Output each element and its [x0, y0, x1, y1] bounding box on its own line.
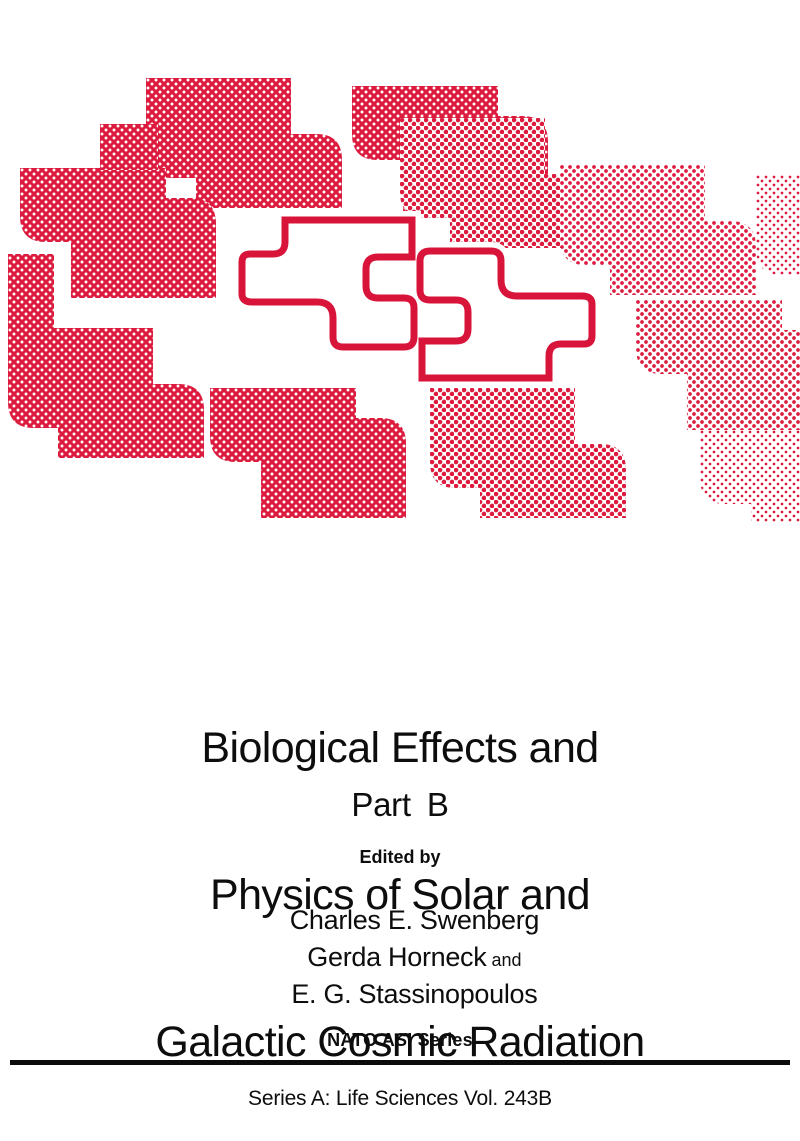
editor-name-3: E. G. Stassinopoulos: [0, 948, 800, 1041]
series-name: NATO ASI Series: [327, 1030, 473, 1050]
editor-2-text: Gerda Horneck: [307, 942, 487, 972]
cover-artwork-puzzle-pattern: [8, 60, 800, 522]
editor-1-text: Charles E. Swenberg: [289, 905, 540, 935]
title-line-3: Galactic Cosmic Radiation: [155, 1018, 645, 1066]
edited-by-label: Edited by: [359, 847, 441, 867]
halftone-tiles: [8, 60, 800, 522]
title-line-1: Biological Effects and: [201, 724, 599, 772]
editor-name-1: Charles E. Swenberg: [0, 874, 800, 967]
editor-3-text: E. G. Stassinopoulos: [291, 979, 538, 1009]
editor-2-suffix: and: [486, 950, 522, 970]
editor-name-2: Gerda Horneck and: [0, 911, 800, 1004]
series-volume-info: Series A: Life Sciences Vol. 243B: [248, 1087, 552, 1110]
title-line-2: Physics of Solar and: [210, 871, 591, 919]
divider-rule: [10, 1060, 790, 1065]
book-title: Biological Effects and Physics of Solar …: [0, 626, 800, 1141]
book-subtitle: Part B: [351, 786, 449, 823]
